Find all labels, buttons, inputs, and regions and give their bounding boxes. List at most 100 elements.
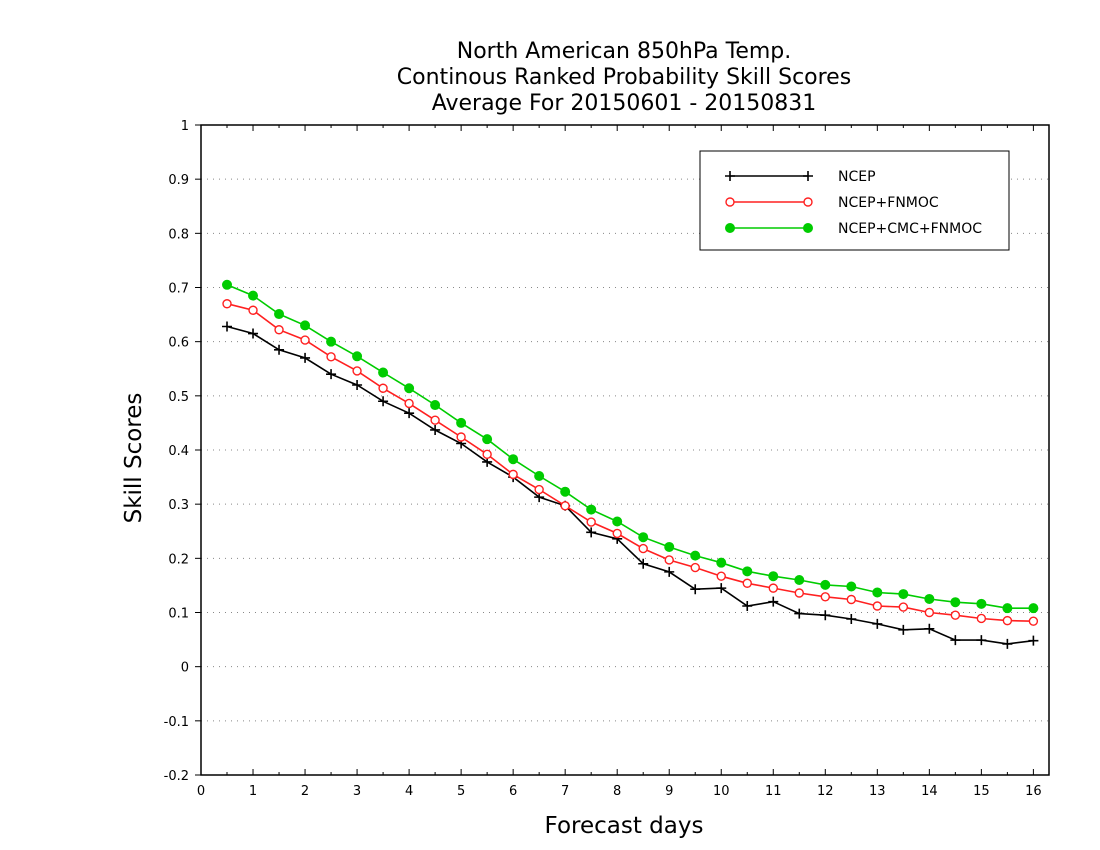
data-point-ncep-cmc-fnmoc — [872, 587, 883, 598]
data-point-ncep — [586, 527, 597, 538]
data-point-ncep-fnmoc — [612, 528, 622, 539]
data-point-ncep-cmc-fnmoc — [586, 504, 597, 515]
data-point-ncep-cmc-fnmoc — [846, 581, 857, 592]
data-point-ncep — [222, 321, 233, 332]
x-tick-label: 2 — [301, 784, 309, 799]
data-point-ncep-cmc-fnmoc — [248, 290, 259, 301]
data-point-ncep-fnmoc — [820, 592, 830, 602]
data-point-ncep-cmc-fnmoc — [820, 579, 831, 590]
data-point-ncep-fnmoc — [768, 583, 778, 593]
data-point-ncep — [950, 635, 961, 646]
y-tick-label: 0.3 — [168, 498, 189, 513]
y-tick-label: 0.8 — [168, 227, 189, 242]
data-point-ncep-fnmoc — [586, 517, 596, 527]
legend-marker-ncep-cmc-fnmoc — [803, 223, 813, 233]
y-axis-title: Skill Scores — [121, 393, 147, 524]
data-point-ncep-cmc-fnmoc — [716, 557, 727, 568]
legend-entries: NCEP NCEP+FNMOC NCEP+CMC+FNMOC — [725, 169, 982, 237]
data-point-ncep-cmc-fnmoc — [898, 589, 909, 600]
axes: -0.2-0.100.10.20.30.40.50.60.70.80.910 1 2… — [164, 119, 1050, 799]
data-point-ncep-cmc-fnmoc — [950, 597, 961, 608]
data-point-ncep-cmc-fnmoc — [742, 566, 753, 577]
x-tick-label: 10 — [713, 784, 730, 799]
data-point-ncep-cmc-fnmoc — [222, 279, 233, 290]
legend-marker-ncep-fnmoc — [803, 197, 813, 207]
x-tick-label: 8 — [613, 784, 621, 799]
x-tick-label: 5 — [457, 784, 465, 799]
data-point-ncep-fnmoc — [456, 432, 466, 442]
x-tick-label: 6 — [509, 784, 517, 799]
data-point-ncep — [872, 618, 883, 629]
y-tick-label: -0.2 — [164, 769, 189, 784]
data-point-ncep — [326, 369, 337, 380]
data-point-ncep — [768, 596, 779, 607]
series-line-ncep — [226, 325, 1034, 645]
data-point-ncep-fnmoc — [794, 588, 804, 598]
y-tick-label: 0.4 — [168, 444, 189, 459]
data-point-ncep-fnmoc — [976, 613, 987, 624]
x-tick-label: 13 — [869, 784, 886, 799]
legend-label-ncep-cmc-fnmoc: NCEP+CMC+FNMOC — [838, 221, 982, 237]
data-point-ncep-fnmoc — [560, 501, 570, 511]
data-point-ncep-cmc-fnmoc — [430, 400, 441, 411]
data-point-ncep — [898, 624, 909, 635]
x-tick-label: 9 — [665, 784, 673, 799]
x-axis-title: Forecast days — [545, 813, 704, 839]
legend-marker-ncep-cmc-fnmoc — [725, 223, 735, 233]
x-tick-label: 0 — [197, 784, 205, 799]
data-point-ncep — [300, 352, 311, 363]
data-point-ncep-fnmoc — [924, 607, 935, 618]
data-point-ncep-fnmoc — [248, 305, 258, 315]
data-point-ncep — [924, 623, 935, 634]
data-point-ncep-fnmoc — [1002, 615, 1013, 626]
x-tick-label: 1 — [249, 784, 257, 799]
x-tick-label: 4 — [405, 784, 413, 799]
data-point-ncep-cmc-fnmoc — [378, 367, 389, 378]
data-point-ncep — [430, 424, 441, 435]
data-point-ncep-cmc-fnmoc — [482, 434, 493, 445]
data-point-ncep — [716, 583, 727, 594]
data-point-ncep-fnmoc — [378, 383, 388, 393]
y-tick-label: 0 — [181, 661, 189, 676]
x-tick-label: 16 — [1025, 784, 1042, 799]
y-tick-label: 0.7 — [168, 282, 189, 297]
data-point-ncep-cmc-fnmoc — [690, 550, 701, 561]
legend-label-ncep-fnmoc: NCEP+FNMOC — [838, 195, 939, 211]
y-tick-label: 0.9 — [168, 173, 189, 188]
data-point-ncep-cmc-fnmoc — [664, 541, 675, 552]
data-point-ncep — [248, 328, 259, 339]
data-point-ncep-cmc-fnmoc — [560, 486, 571, 497]
x-tick-label: 7 — [561, 784, 569, 799]
y-tick-label: 0.1 — [168, 607, 189, 622]
data-point-ncep-cmc-fnmoc — [1002, 603, 1013, 614]
y-tick-label: -0.1 — [164, 715, 189, 730]
data-point-ncep-cmc-fnmoc — [638, 532, 649, 543]
data-point-ncep-fnmoc — [950, 610, 961, 620]
data-point-ncep-cmc-fnmoc — [794, 575, 805, 585]
data-point-ncep-fnmoc — [482, 449, 492, 460]
data-point-ncep — [1002, 638, 1013, 649]
x-tick-label: 14 — [921, 784, 938, 799]
data-point-ncep — [820, 610, 831, 621]
data-point-ncep-cmc-fnmoc — [768, 571, 779, 582]
chart-title: North American 850hPa Temp. Continous Ra… — [397, 39, 851, 116]
data-point-ncep — [690, 584, 701, 595]
data-point-ncep-cmc-fnmoc — [612, 516, 623, 527]
y-tick-label: 0.6 — [168, 336, 189, 351]
data-point-ncep — [742, 601, 753, 611]
data-point-ncep-fnmoc — [690, 562, 700, 573]
data-point-ncep-cmc-fnmoc — [1028, 603, 1039, 614]
data-point-ncep-cmc-fnmoc — [404, 383, 415, 394]
data-point-ncep-cmc-fnmoc — [508, 454, 519, 465]
x-tick-label: 15 — [973, 784, 990, 799]
data-point-ncep-cmc-fnmoc — [924, 593, 935, 604]
data-point-ncep-cmc-fnmoc — [300, 320, 311, 331]
data-point-ncep-cmc-fnmoc — [456, 417, 467, 428]
data-point-ncep-fnmoc — [508, 469, 518, 480]
data-point-ncep-fnmoc — [326, 352, 336, 362]
x-tick-label: 3 — [353, 784, 361, 799]
data-point-ncep-fnmoc — [1028, 616, 1039, 626]
data-point-ncep-fnmoc — [638, 543, 648, 554]
data-point-ncep-fnmoc — [742, 578, 752, 588]
